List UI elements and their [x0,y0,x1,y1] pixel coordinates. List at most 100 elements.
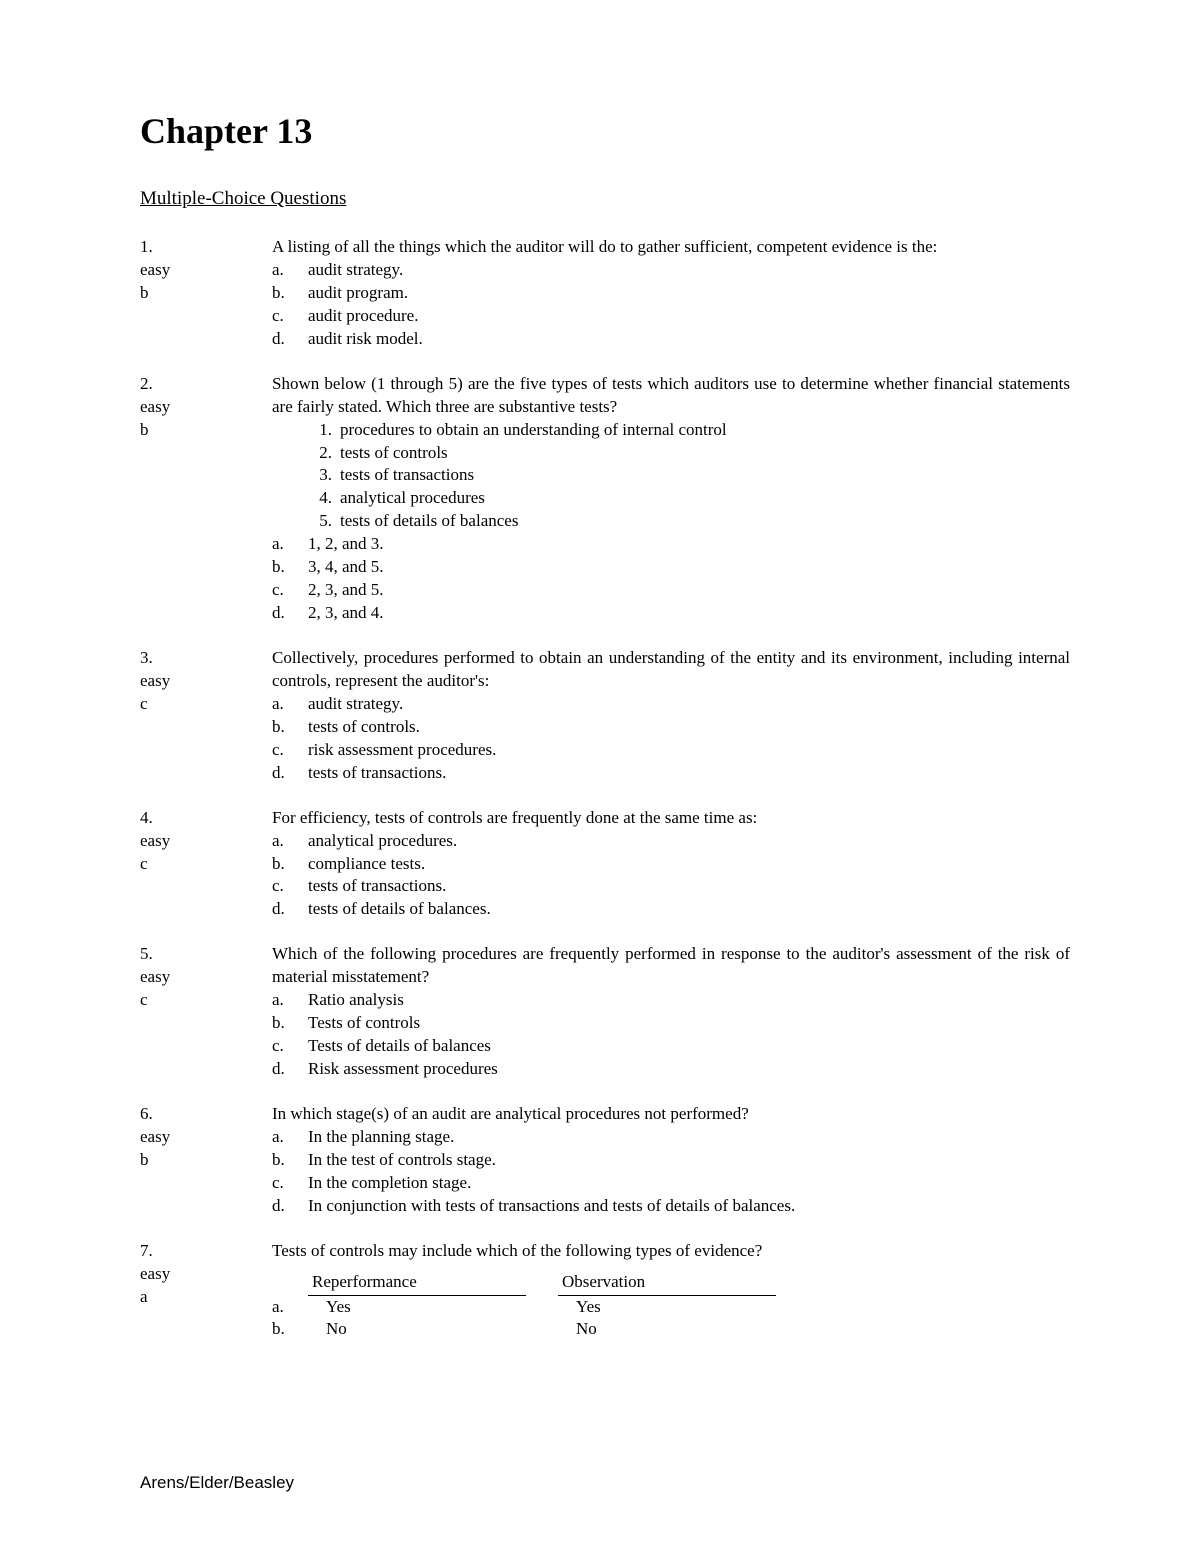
table-header-cell: Observation [558,1271,808,1296]
list-item-number: 2. [308,442,332,465]
option-text: Ratio analysis [308,989,1070,1012]
option-letter: c. [272,1172,308,1195]
question-difficulty: easy [140,830,272,853]
question-meta: 3.easyc [140,647,272,785]
table-header-cell: Reperformance [308,1271,558,1296]
option-text: In conjunction with tests of transaction… [308,1195,1070,1218]
list-item-text: tests of controls [340,442,448,465]
option-row: b.In the test of controls stage. [272,1149,1070,1172]
list-item-text: analytical procedures [340,487,485,510]
section-heading: Multiple-Choice Questions [140,188,1070,210]
question-block: 6.easybIn which stage(s) of an audit are… [140,1103,1070,1218]
option-letter: a. [272,1126,308,1149]
option-letter: d. [272,762,308,785]
option-text: Tests of controls [308,1012,1070,1035]
page-footer: Arens/Elder/Beasley [140,1473,294,1493]
question-difficulty: easy [140,1263,272,1286]
option-row: d.tests of transactions. [272,762,1070,785]
question-block: 7.easyaTests of controls may include whi… [140,1240,1070,1342]
question-answer-key: c [140,853,272,876]
question-number: 3. [140,647,272,670]
question-stem: Which of the following procedures are fr… [272,943,1070,989]
question-difficulty: easy [140,259,272,282]
option-row: c.2, 3, and 5. [272,579,1070,602]
question-body: Tests of controls may include which of t… [272,1240,1070,1342]
option-row: c.tests of transactions. [272,875,1070,898]
question-answer-key: b [140,419,272,442]
option-row: d.2, 3, and 4. [272,602,1070,625]
question-body: In which stage(s) of an audit are analyt… [272,1103,1070,1218]
question-answer-key: b [140,1149,272,1172]
option-text: tests of transactions. [308,875,1070,898]
option-row: a.In the planning stage. [272,1126,1070,1149]
option-text: Risk assessment procedures [308,1058,1070,1081]
numbered-list-item: 5.tests of details of balances [308,510,1070,533]
question-answer-key: c [140,989,272,1012]
option-text: tests of controls. [308,716,1070,739]
table-row-letter: a. [272,1296,308,1319]
option-letter: a. [272,989,308,1012]
question-difficulty: easy [140,966,272,989]
option-list: a.audit strategy.b.tests of controls.c.r… [272,693,1070,785]
option-letter: d. [272,1058,308,1081]
option-letter: a. [272,259,308,282]
table-header-row: Reperformance Observation [272,1271,1070,1296]
question-body: Which of the following procedures are fr… [272,943,1070,1081]
question-meta: 4.easyc [140,807,272,922]
table-cell: No [308,1318,558,1341]
table-row: a.YesYes [272,1296,1070,1319]
table-cell: Yes [308,1296,558,1319]
option-row: d.In conjunction with tests of transacti… [272,1195,1070,1218]
option-row: d.audit risk model. [272,328,1070,351]
question-stem: Tests of controls may include which of t… [272,1240,1070,1263]
option-row: c.risk assessment procedures. [272,739,1070,762]
evidence-table: ReperformanceObservationa.YesYesb.NoNo [272,1271,1070,1342]
option-text: audit risk model. [308,328,1070,351]
option-text: compliance tests. [308,853,1070,876]
question-stem: Shown below (1 through 5) are the five t… [272,373,1070,419]
table-header-text: Reperformance [308,1271,526,1296]
document-page: Chapter 13 Multiple-Choice Questions 1.e… [0,0,1200,1553]
option-letter: b. [272,1149,308,1172]
question-difficulty: easy [140,1126,272,1149]
option-letter: c. [272,1035,308,1058]
option-text: Tests of details of balances [308,1035,1070,1058]
option-text: audit program. [308,282,1070,305]
option-letter: b. [272,1012,308,1035]
question-body: A listing of all the things which the au… [272,236,1070,351]
option-text: 2, 3, and 4. [308,602,1070,625]
question-block: 4.easycFor efficiency, tests of controls… [140,807,1070,922]
option-list: a.Ratio analysisb.Tests of controlsc.Tes… [272,989,1070,1081]
option-row: c.audit procedure. [272,305,1070,328]
option-list: a.In the planning stage.b.In the test of… [272,1126,1070,1218]
numbered-list: 1.procedures to obtain an understanding … [272,419,1070,534]
option-list: a.1, 2, and 3.b.3, 4, and 5.c.2, 3, and … [272,533,1070,625]
question-difficulty: easy [140,670,272,693]
option-text: In the test of controls stage. [308,1149,1070,1172]
question-stem: A listing of all the things which the au… [272,236,1070,259]
question-stem: Collectively, procedures performed to ob… [272,647,1070,693]
question-answer-key: a [140,1286,272,1309]
table-cell: Yes [558,1296,808,1319]
option-list: a.audit strategy.b.audit program.c.audit… [272,259,1070,351]
question-number: 4. [140,807,272,830]
question-number: 1. [140,236,272,259]
numbered-list-item: 1.procedures to obtain an understanding … [308,419,1070,442]
option-row: a.analytical procedures. [272,830,1070,853]
option-letter: a. [272,693,308,716]
list-item-number: 3. [308,464,332,487]
option-text: 1, 2, and 3. [308,533,1070,556]
table-header-text: Observation [558,1271,776,1296]
list-item-number: 4. [308,487,332,510]
option-letter: c. [272,579,308,602]
option-text: In the planning stage. [308,1126,1070,1149]
question-meta: 2.easyb [140,373,272,625]
option-text: 2, 3, and 5. [308,579,1070,602]
table-row-letter: b. [272,1318,308,1341]
question-meta: 7.easya [140,1240,272,1342]
option-text: In the completion stage. [308,1172,1070,1195]
option-text: audit strategy. [308,259,1070,282]
list-item-text: tests of transactions [340,464,474,487]
option-row: d.tests of details of balances. [272,898,1070,921]
option-letter: d. [272,1195,308,1218]
